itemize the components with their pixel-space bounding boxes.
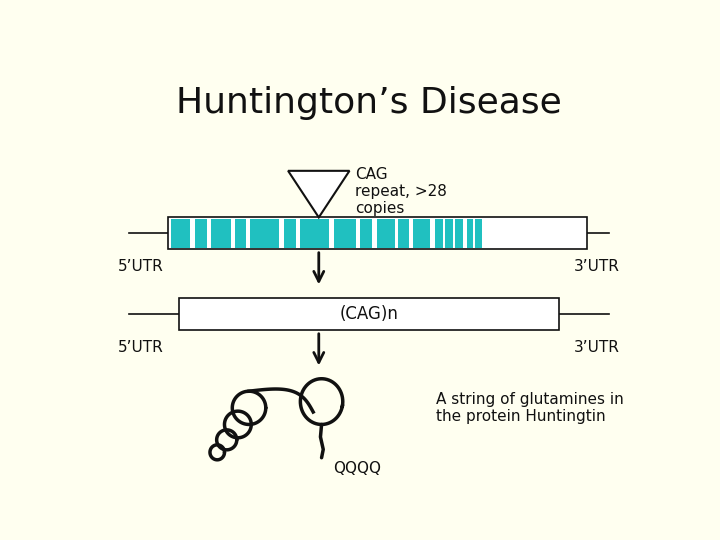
Bar [195,219,207,248]
Bar [284,219,297,248]
Bar [455,219,463,248]
Text: (CAG)n: (CAG)n [340,305,398,323]
Bar [398,219,409,248]
Bar [211,219,230,248]
Bar [300,219,329,248]
Bar [235,219,246,248]
Bar [168,218,587,249]
Text: Huntington’s Disease: Huntington’s Disease [176,85,562,119]
Text: QQQQ: QQQQ [333,461,381,476]
Bar [475,219,482,248]
Bar [377,219,395,248]
Text: 5’UTR: 5’UTR [118,341,163,355]
Text: CAG
repeat, >28
copies: CAG repeat, >28 copies [355,167,447,217]
Bar [413,219,431,248]
Bar [171,219,190,248]
Bar [467,219,473,248]
Bar [334,219,356,248]
Bar [179,299,559,330]
Text: 3’UTR: 3’UTR [575,341,620,355]
Bar [445,219,453,248]
Text: 3’UTR: 3’UTR [575,259,620,274]
Polygon shape [288,171,349,218]
Bar [435,219,443,248]
Text: A string of glutamines in
the protein Huntingtin: A string of glutamines in the protein Hu… [436,392,624,424]
Bar [250,219,279,248]
Bar [360,219,372,248]
Text: 5’UTR: 5’UTR [118,259,163,274]
